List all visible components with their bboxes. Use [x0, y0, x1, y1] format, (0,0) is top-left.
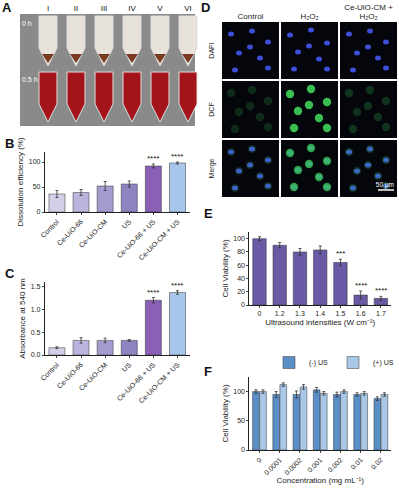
svg-text:Concentration (mg mL⁻¹): Concentration (mg mL⁻¹) — [276, 476, 364, 485]
svg-text:Ultrasound intensities (W cm⁻²: Ultrasound intensities (W cm⁻²) — [265, 318, 375, 327]
svg-text:****: **** — [171, 152, 183, 161]
svg-text:20: 20 — [237, 288, 245, 295]
svg-text:V: V — [157, 4, 163, 13]
svg-text:1.0: 1.0 — [31, 306, 41, 313]
svg-text:Cell Viability (%): Cell Viability (%) — [221, 384, 230, 442]
svg-text:****: **** — [171, 281, 183, 290]
svg-text:E: E — [204, 206, 213, 221]
svg-text:100: 100 — [233, 235, 245, 242]
svg-text:0.002: 0.002 — [326, 456, 343, 473]
svg-text:Dissolution efficiency (%): Dissolution efficiency (%) — [16, 137, 25, 227]
svg-text:VI: VI — [184, 4, 192, 13]
svg-text:DCF: DCF — [208, 102, 215, 116]
svg-text:1.2: 1.2 — [275, 310, 285, 317]
svg-text:(-) US: (-) US — [309, 359, 328, 367]
svg-text:III: III — [101, 4, 108, 13]
svg-text:****: **** — [375, 286, 387, 295]
svg-text:60: 60 — [237, 262, 245, 269]
svg-text:DAPI: DAPI — [208, 42, 215, 58]
svg-text:0.001: 0.001 — [306, 456, 323, 473]
svg-text:II: II — [74, 4, 78, 13]
svg-text:IV: IV — [128, 4, 136, 13]
svg-text:0 h: 0 h — [22, 20, 32, 27]
html-text:H₂O₂: H₂O₂ — [300, 12, 319, 21]
svg-text:Ce-UiO-CM: Ce-UiO-CM — [78, 361, 109, 392]
svg-text:Cell Viability (%): Cell Viability (%) — [221, 239, 230, 297]
svg-text:0.02: 0.02 — [370, 456, 385, 471]
svg-text:1.7: 1.7 — [376, 310, 386, 317]
html-text:Ce-UiO-CM + H₂O₂: Ce-UiO-CM + H₂O₂ — [344, 3, 393, 21]
svg-text:Ce-UiO-66 + US: Ce-UiO-66 + US — [115, 361, 156, 402]
svg-text:1.3: 1.3 — [295, 310, 305, 317]
svg-text:Ce-UiO-CM + US: Ce-UiO-CM + US — [137, 361, 181, 405]
svg-text:Merge: Merge — [208, 158, 216, 178]
svg-text:80: 80 — [237, 248, 245, 255]
svg-text:****: **** — [147, 288, 159, 297]
svg-text:100: 100 — [233, 388, 245, 395]
svg-text:1.5: 1.5 — [336, 310, 346, 317]
svg-text:50 μm: 50 μm — [376, 181, 394, 189]
svg-text:0: 0 — [255, 456, 263, 464]
svg-text:(+) US: (+) US — [373, 359, 394, 367]
svg-text:1.5: 1.5 — [31, 283, 41, 290]
svg-text:Control: Control — [39, 361, 60, 382]
svg-text:1.4: 1.4 — [315, 310, 325, 317]
svg-text:40: 40 — [237, 275, 245, 282]
svg-text:0: 0 — [241, 301, 245, 308]
svg-text:***: *** — [336, 249, 345, 258]
svg-text:B: B — [5, 136, 14, 151]
svg-text:D: D — [201, 0, 210, 15]
svg-text:0.0001: 0.0001 — [263, 456, 283, 476]
svg-text:I: I — [47, 4, 49, 13]
svg-text:0.0002: 0.0002 — [283, 456, 303, 476]
svg-text:Ce-UiO-66: Ce-UiO-66 — [56, 361, 85, 390]
svg-text:US: US — [121, 361, 133, 373]
svg-text:Control: Control — [39, 218, 60, 239]
svg-text:0.5 h: 0.5 h — [22, 76, 38, 83]
svg-text:****: **** — [355, 281, 367, 290]
svg-text:A: A — [2, 0, 12, 15]
svg-text:Ce-UiO-CM: Ce-UiO-CM — [78, 218, 109, 249]
svg-text:Ce-UiO-66 + US: Ce-UiO-66 + US — [115, 218, 156, 259]
svg-text:0: 0 — [37, 208, 41, 215]
svg-text:0.01: 0.01 — [349, 456, 364, 471]
html-text:Control: Control — [237, 12, 264, 21]
svg-text:Absorbance at 540 nm: Absorbance at 540 nm — [18, 278, 27, 359]
svg-text:50: 50 — [237, 417, 245, 424]
svg-text:****: **** — [147, 154, 159, 163]
svg-text:100: 100 — [29, 158, 41, 165]
svg-text:Ce-UiO-66: Ce-UiO-66 — [56, 218, 85, 247]
svg-text:0.5: 0.5 — [31, 329, 41, 336]
svg-text:50: 50 — [33, 183, 41, 190]
svg-text:0: 0 — [241, 446, 245, 453]
svg-text:US: US — [121, 218, 133, 230]
svg-text:F: F — [204, 364, 212, 379]
svg-text:C: C — [5, 266, 15, 281]
svg-text:0: 0 — [258, 310, 262, 317]
svg-text:0.0: 0.0 — [31, 351, 41, 358]
svg-text:Ce-UiO-CM + US: Ce-UiO-CM + US — [137, 218, 181, 262]
svg-text:1.6: 1.6 — [356, 310, 366, 317]
